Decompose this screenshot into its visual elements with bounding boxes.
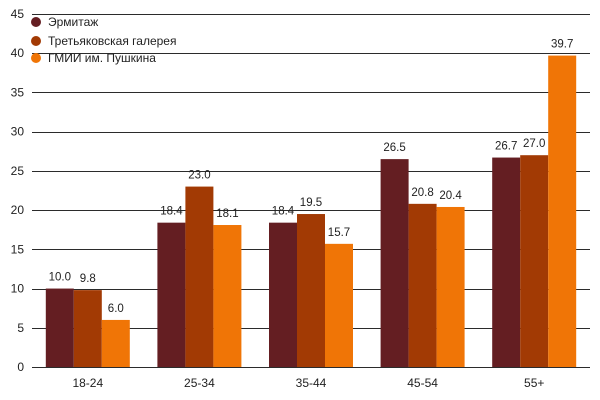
bars [45, 55, 577, 367]
legend: Эрмитаж Третьяковская галерея ГМИИ им. П… [31, 15, 176, 65]
bar [45, 288, 74, 367]
data-label: 27.0 [523, 138, 545, 150]
y-tick-label: 30 [11, 125, 25, 139]
y-tick-label: 10 [11, 282, 25, 296]
bar [73, 290, 102, 367]
data-label: 39.7 [551, 39, 573, 51]
data-label: 6.0 [108, 303, 124, 315]
bar [408, 203, 437, 367]
x-axis-tick-labels: 18-24 25-34 35-44 45-54 55+ [72, 376, 544, 390]
data-label: 18.1 [216, 208, 238, 220]
y-axis-tick-labels: 0 5 10 15 20 25 30 35 40 45 [11, 7, 25, 374]
data-label: 26.7 [495, 141, 517, 153]
data-label: 19.5 [300, 197, 322, 209]
y-tick-label: 40 [11, 46, 25, 60]
bar [436, 206, 465, 367]
data-label: 20.8 [411, 187, 433, 199]
legend-item-hermitage: Эрмитаж [31, 15, 98, 29]
bar [101, 319, 130, 367]
legend-marker-hermitage [31, 17, 41, 27]
bar [213, 225, 242, 367]
legend-marker-pushkin [31, 53, 41, 63]
bar [325, 243, 353, 367]
x-tick-label: 18-24 [72, 376, 103, 390]
bar [492, 157, 521, 367]
data-label: 26.5 [383, 142, 405, 154]
y-tick-label: 20 [11, 203, 25, 217]
legend-item-tretyakov: Третьяковская галерея [31, 34, 176, 48]
legend-item-pushkin: ГМИИ им. Пушкина [31, 51, 156, 65]
bar [380, 159, 409, 367]
legend-marker-tretyakov [31, 36, 41, 46]
y-tick-label: 45 [11, 7, 25, 21]
data-label: 15.7 [328, 227, 350, 239]
x-tick-label: 45-54 [407, 376, 438, 390]
x-tick-label: 35-44 [296, 376, 327, 390]
y-tick-label: 15 [11, 242, 25, 256]
bar [548, 55, 577, 367]
data-label: 18.4 [160, 206, 183, 218]
legend-label-pushkin: ГМИИ им. Пушкина [48, 51, 156, 65]
bar [520, 155, 549, 367]
data-label: 20.4 [439, 190, 462, 202]
x-tick-label: 55+ [524, 376, 544, 390]
legend-label-hermitage: Эрмитаж [48, 15, 98, 29]
bar [297, 214, 325, 367]
data-label: 23.0 [188, 170, 210, 182]
bar [157, 222, 186, 367]
data-label: 9.8 [80, 273, 96, 285]
bar [269, 222, 297, 367]
x-tick-label: 25-34 [184, 376, 215, 390]
data-labels: 10.0 9.8 6.0 18.4 23.0 18.1 18.4 19.5 15.7 26.5 20… [49, 39, 574, 315]
y-tick-label: 0 [17, 360, 24, 374]
y-tick-label: 25 [11, 164, 25, 178]
y-tick-label: 35 [11, 85, 25, 99]
data-label: 10.0 [49, 272, 71, 284]
legend-label-tretyakov: Третьяковская галерея [48, 34, 176, 48]
y-tick-label: 5 [17, 321, 24, 335]
bar [185, 186, 214, 367]
data-label: 18.4 [272, 206, 295, 218]
